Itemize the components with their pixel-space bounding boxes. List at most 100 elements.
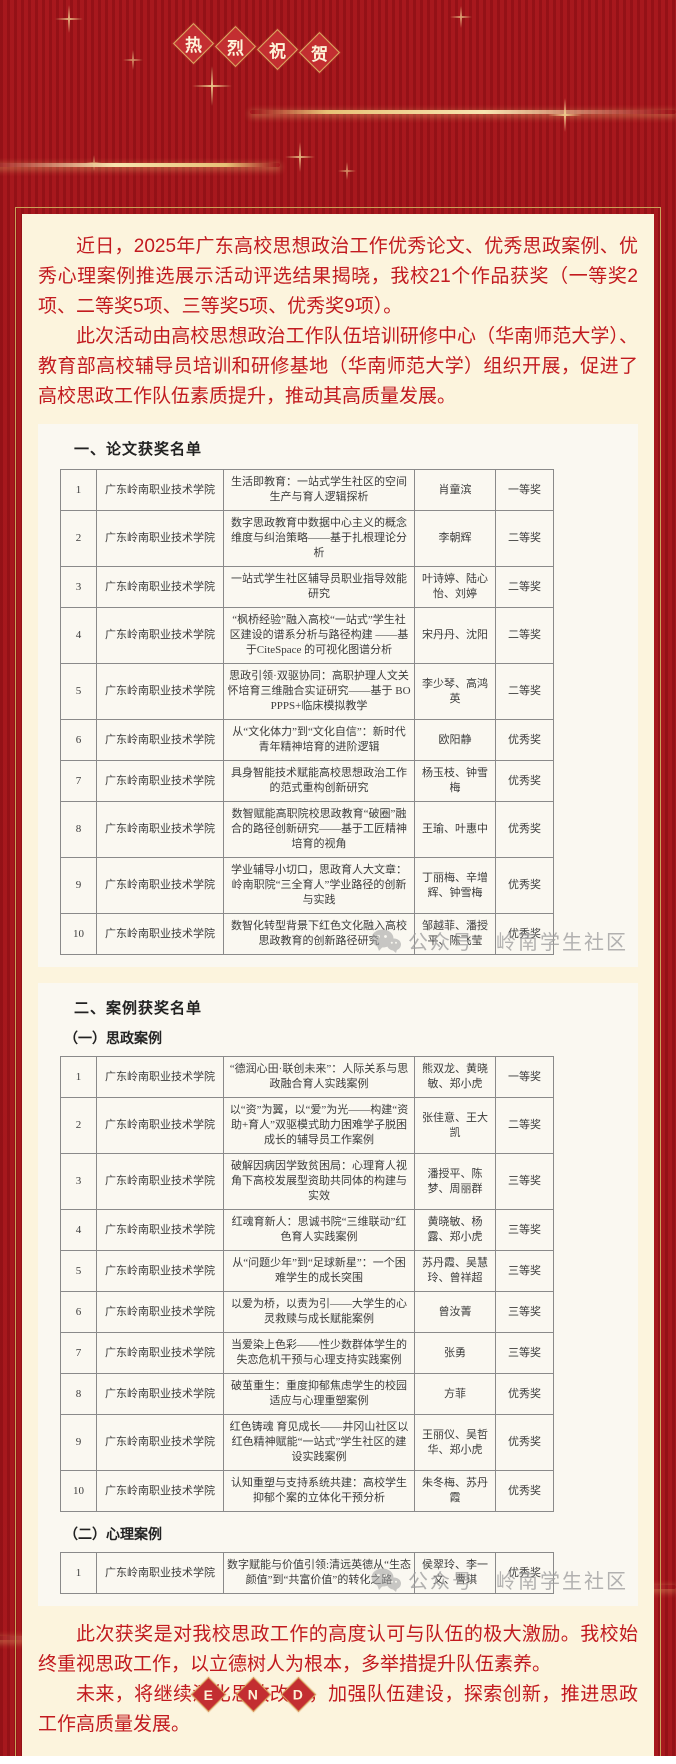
cell-award: 优秀奖	[495, 1470, 554, 1512]
watermark-account-label: 公众号	[408, 1571, 474, 1593]
cell-index: 1	[60, 1552, 97, 1594]
cell-index: 1	[60, 1056, 97, 1098]
cell-school: 广东岭南职业技术学院	[96, 1056, 224, 1098]
cell-authors: 熊双龙、黄晓敏、郑小虎	[414, 1056, 496, 1098]
ideological-case-subtitle: （一）思政案例	[64, 1032, 162, 1047]
congrats-badge-char: 贺	[311, 45, 328, 64]
cell-title: 破解因病因学致贫困局：心理育人视角下高校发展型资助共同体的构建与实效	[223, 1153, 415, 1210]
cell-index: 3	[60, 1153, 97, 1210]
paper-awards-panel: 一、论文获奖名单 1 广东岭南职业技术学院 生活即教育：一站式学生社区的空间生产…	[38, 424, 638, 967]
cell-award: 三等奖	[495, 1209, 554, 1251]
cell-index: 1	[60, 469, 97, 511]
bottom-white-strip	[0, 1756, 676, 1764]
cell-authors: 李少琴、高鸿英	[414, 663, 496, 720]
cell-school: 广东岭南职业技术学院	[96, 1373, 224, 1415]
cell-award: 二等奖	[495, 1097, 554, 1154]
cell-index: 4	[60, 1209, 97, 1251]
cell-award: 二等奖	[495, 607, 554, 664]
cell-school: 广东岭南职业技术学院	[96, 1153, 224, 1210]
cell-school: 广东岭南职业技术学院	[96, 857, 224, 914]
sparkle-decoration	[192, 66, 232, 106]
sparkle-decoration	[338, 162, 356, 180]
cell-authors: 丁丽梅、辛增辉、钟雪梅	[414, 857, 496, 914]
cell-award: 三等奖	[495, 1332, 554, 1374]
table-row: 4 广东岭南职业技术学院 红魂育新人：思诚书院“三维联动”红色育人实践案例 黄晓…	[60, 1209, 554, 1251]
end-badge: E	[190, 1676, 227, 1713]
cell-title: 红色铸魂 育见成长——井冈山社区以红色精神赋能“一站式”学生社区的建设实践案例	[223, 1414, 415, 1471]
cell-school: 广东岭南职业技术学院	[96, 1332, 224, 1374]
cell-award: 三等奖	[495, 1250, 554, 1292]
cell-school: 广东岭南职业技术学院	[96, 1470, 224, 1512]
intro-paragraph-1: 近日，2025年广东高校思想政治工作优秀论文、优秀思政案例、优秀心理案例推选展示…	[38, 236, 638, 317]
cell-title: 当爱染上色彩——性少数群体学生的失恋危机干预与心理支持实践案例	[223, 1332, 415, 1374]
cell-award: 三等奖	[495, 1291, 554, 1333]
wechat-icon	[371, 1568, 401, 1592]
cell-authors: 曾汝菁	[414, 1291, 496, 1333]
cell-title: 以“资”为翼，以“爱”为光——构建“资助+育人”双驱模式助力困难学子脱困成长的辅…	[223, 1097, 415, 1154]
congrats-badge-char: 烈	[227, 39, 244, 58]
cell-index: 2	[60, 510, 97, 567]
paper-awards-table: 1 广东岭南职业技术学院 生活即教育：一站式学生社区的空间生产与育人逻辑探析 肖…	[60, 469, 554, 955]
table-row: 6 广东岭南职业技术学院 以爱为桥，以责为引——大学生的心灵救赎与成长赋能案例 …	[60, 1291, 554, 1333]
cell-authors: 叶诗婷、陆心怡、刘婷	[414, 566, 496, 608]
cell-authors: 宋丹丹、沈阳	[414, 607, 496, 664]
congrats-badge: 热	[172, 22, 215, 65]
congrats-badge: 贺	[298, 31, 341, 74]
paper-section-title: 一、论文获奖名单	[74, 442, 203, 458]
cell-title: 数字思政教育中数据中心主义的概念维度与纠治策略——基于扎根理论分析	[223, 510, 415, 567]
cell-index: 6	[60, 1291, 97, 1333]
psychological-case-subtitle: （二）心理案例	[64, 1528, 162, 1543]
content-card: 近日，2025年广东高校思想政治工作优秀论文、优秀思政案例、优秀心理案例推选展示…	[15, 207, 661, 1763]
cell-authors: 邹越菲、潘授平、陈飞莹	[414, 913, 496, 955]
gold-streak-decoration	[250, 110, 676, 114]
table-row: 8 广东岭南职业技术学院 数智赋能高职院校思政教育“破圈”融合的路径创新研究——…	[60, 801, 554, 858]
cell-award: 优秀奖	[495, 801, 554, 858]
cell-authors: 王丽仪、吴哲华、郑小虎	[414, 1414, 496, 1471]
cell-authors: 张勇	[414, 1332, 496, 1374]
end-badge-char: N	[248, 1686, 259, 1703]
sparkle-decoration	[123, 50, 143, 70]
end-banner: E N D	[190, 1676, 317, 1713]
table-row: 6 广东岭南职业技术学院 从“文化体力”到“文化自信”：新时代青年精神培育的进阶…	[60, 719, 554, 761]
cell-title: 从“问题少年”到“足球新星”：一个困难学生的成长突围	[223, 1250, 415, 1292]
table-row: 4 广东岭南职业技术学院 “枫桥经验”融入高校“一站式”学生社区建设的谱系分析与…	[60, 607, 554, 664]
ideological-case-table: 1 广东岭南职业技术学院 “德润心田·联创未来”：人际关系与思政融合育人实践案例…	[60, 1056, 554, 1512]
account-watermark: 公众号 岭南学生社区	[371, 926, 628, 955]
cell-index: 9	[60, 1414, 97, 1471]
table-row: 7 广东岭南职业技术学院 具身智能技术赋能高校思想政治工作的范式重构创新研究 杨…	[60, 760, 554, 802]
cell-title: 思政引领·双驱协同：高职护理人文关怀培育三维融合实证研究——基于 BOPPPS+…	[223, 663, 415, 720]
table-row: 8 广东岭南职业技术学院 破茧重生：重度抑郁焦虑学生的校园适应与心理重塑案例 方…	[60, 1373, 554, 1415]
cell-index: 2	[60, 1097, 97, 1154]
cell-index: 8	[60, 801, 97, 858]
end-badge: N	[235, 1676, 272, 1713]
cell-authors: 方菲	[414, 1373, 496, 1415]
cell-award: 优秀奖	[495, 913, 554, 955]
table-row: 10 广东岭南职业技术学院 数智化转型背景下红色文化融入高校思政教育的创新路径研…	[60, 913, 554, 955]
table-row: 3 广东岭南职业技术学院 破解因病因学致贫困局：心理育人视角下高校发展型资助共同…	[60, 1153, 554, 1210]
end-badge-char: D	[293, 1686, 304, 1703]
cell-index: 6	[60, 719, 97, 761]
cell-school: 广东岭南职业技术学院	[96, 607, 224, 664]
gold-streak-decoration	[0, 163, 280, 167]
table-row: 1 广东岭南职业技术学院 生活即教育：一站式学生社区的空间生产与育人逻辑探析 肖…	[60, 469, 554, 511]
cell-award: 一等奖	[495, 469, 554, 511]
cell-authors: 侯翠玲、李一文、曹琪	[414, 1552, 496, 1594]
table-row: 7 广东岭南职业技术学院 当爱染上色彩——性少数群体学生的失恋危机干预与心理支持…	[60, 1332, 554, 1374]
cell-school: 广东岭南职业技术学院	[96, 469, 224, 511]
cell-authors: 朱冬梅、苏丹霞	[414, 1470, 496, 1512]
cell-title: “德润心田·联创未来”：人际关系与思政融合育人实践案例	[223, 1056, 415, 1098]
cell-title: 以爱为桥，以责为引——大学生的心灵救赎与成长赋能案例	[223, 1291, 415, 1333]
cell-title: 数智赋能高职院校思政教育“破圈”融合的路径创新研究——基于工匠精神培育的视角	[223, 801, 415, 858]
cell-index: 9	[60, 857, 97, 914]
cell-title: 从“文化体力”到“文化自信”：新时代青年精神培育的进阶逻辑	[223, 719, 415, 761]
cell-index: 8	[60, 1373, 97, 1415]
sparkle-decoration	[55, 5, 83, 33]
cell-authors: 苏丹霞、吴慧玲、曾祥超	[414, 1250, 496, 1292]
cell-award: 二等奖	[495, 510, 554, 567]
cell-school: 广东岭南职业技术学院	[96, 566, 224, 608]
cell-authors: 李朝辉	[414, 510, 496, 567]
cell-school: 广东岭南职业技术学院	[96, 1250, 224, 1292]
cell-authors: 王瑜、叶惠中	[414, 801, 496, 858]
table-row: 5 广东岭南职业技术学院 从“问题少年”到“足球新星”：一个困难学生的成长突围 …	[60, 1250, 554, 1292]
congrats-badge-char: 热	[185, 36, 202, 55]
